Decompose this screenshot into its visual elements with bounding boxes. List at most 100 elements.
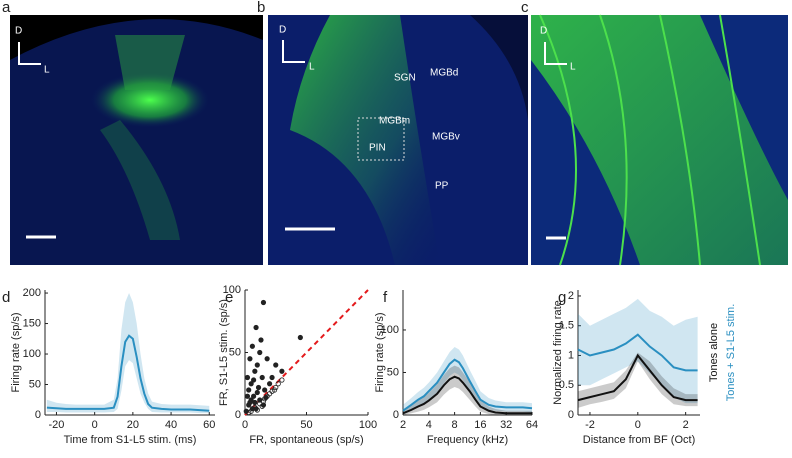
image-label: MGBd <box>430 68 458 79</box>
panel-label: g <box>558 289 566 306</box>
series-line <box>402 375 532 415</box>
scatter-point <box>275 381 281 387</box>
scatter-point <box>279 377 285 383</box>
image-label: D <box>279 25 286 36</box>
image-label: D <box>540 26 547 37</box>
error-band <box>578 298 698 404</box>
x-tick-label: 2 <box>400 419 406 431</box>
panel-label: d <box>2 289 10 306</box>
panel-label: c <box>521 0 529 16</box>
scatter-point <box>279 368 285 374</box>
scatter-point <box>273 362 279 368</box>
scatter-point <box>273 384 279 391</box>
error-band <box>46 293 210 414</box>
error-band <box>403 346 532 415</box>
x-tick-label: 0 <box>92 419 98 431</box>
x-tick-label: 32 <box>500 419 512 431</box>
series-line <box>577 353 698 402</box>
panel-b-image: D L SGN MGBd MGBm PIN MGBv PP <box>268 15 528 265</box>
x-axis-label: FR, spontaneous (sp/s) <box>249 434 363 446</box>
legend-entry: Tones alone <box>708 323 720 382</box>
x-tick-label: 64 <box>526 419 538 431</box>
scatter-point <box>255 384 262 391</box>
scatter-point <box>264 356 270 362</box>
y-tick-label: 50 <box>387 366 399 378</box>
y-axis-label: FR, S1-L5 stim. (sp/s) <box>218 299 230 406</box>
scatter-point <box>269 388 275 394</box>
scatter-point <box>262 396 268 402</box>
y-tick-label: 50 <box>229 346 241 358</box>
panel-label: f <box>383 289 388 306</box>
image-label: MGBm <box>379 116 410 127</box>
scatter-point <box>248 408 254 414</box>
panel-label: b <box>257 0 265 16</box>
y-tick-label: 200 <box>23 287 41 299</box>
scatter-point <box>246 387 252 393</box>
x-tick-label: 100 <box>359 419 377 431</box>
y-tick-label: 0 <box>235 409 241 421</box>
y-tick-label: 100 <box>381 324 399 336</box>
y-axis-label: Normalized firing rate <box>552 300 564 405</box>
image-label: L <box>309 62 315 73</box>
scatter-point <box>271 387 278 393</box>
image-label: SGN <box>394 73 416 84</box>
x-axis-label: Distance from BF (Oct) <box>583 434 695 446</box>
scatter-point <box>266 391 273 397</box>
scatter-point <box>254 407 260 413</box>
x-tick-label: -20 <box>49 419 65 431</box>
y-tick-label: 150 <box>23 317 41 329</box>
image-label: PIN <box>369 143 386 154</box>
scatter-point <box>251 393 257 399</box>
scatter-point <box>254 389 260 396</box>
scatter-point <box>259 403 265 409</box>
scatter-point <box>254 362 260 368</box>
error-band <box>578 352 698 408</box>
scatter-point <box>252 399 258 406</box>
series-line <box>577 333 698 372</box>
series-line <box>46 334 210 412</box>
x-tick-label: 8 <box>452 419 458 431</box>
legend-entry: Tones + S1-L5 stim. <box>725 304 737 402</box>
x-tick-label: 40 <box>165 419 177 431</box>
scatter-point <box>262 387 268 393</box>
scatter-point <box>258 337 264 343</box>
scatter-point <box>248 381 254 387</box>
scatter-point <box>244 393 251 399</box>
scatter-point <box>249 343 255 349</box>
scatter-point <box>260 398 267 404</box>
image-label: L <box>570 62 576 73</box>
scatter-point <box>251 377 257 383</box>
y-tick-label: 0 <box>35 409 41 421</box>
image-label: PP <box>435 181 449 192</box>
y-tick-label: 100 <box>223 284 241 296</box>
scatter-point <box>243 408 249 414</box>
scatter-point <box>246 409 252 416</box>
x-axis-label: Time from S1-L5 stim. (ms) <box>64 434 197 446</box>
x-tick-label: 2 <box>683 419 689 431</box>
scatter-point <box>269 374 275 381</box>
y-tick-label: 2 <box>568 290 574 302</box>
panel-c-image: D L <box>531 14 788 266</box>
scatter-point <box>253 324 259 331</box>
y-tick-label: 1.5 <box>559 320 574 332</box>
panel-label: a <box>2 0 11 16</box>
scatter-point <box>247 356 253 362</box>
series-line <box>402 358 533 412</box>
scatter-point <box>297 334 303 341</box>
reference-line <box>244 289 369 416</box>
error-band <box>403 365 532 415</box>
x-tick-label: 20 <box>127 419 139 431</box>
y-axis-label: Firing rate (sp/s) <box>10 312 22 392</box>
panel-label: e <box>225 289 233 306</box>
x-tick-label: 0 <box>635 419 641 431</box>
scatter-point <box>253 406 259 412</box>
y-tick-label: 100 <box>23 348 41 360</box>
scatter-point <box>266 381 273 387</box>
scatter-point <box>244 374 251 381</box>
image-label: MGBv <box>432 132 460 143</box>
scatter-point <box>257 349 263 356</box>
scatter-point <box>252 368 258 374</box>
scatter-point <box>259 374 265 381</box>
y-axis-label: Firing rate (sp/s) <box>374 312 386 392</box>
